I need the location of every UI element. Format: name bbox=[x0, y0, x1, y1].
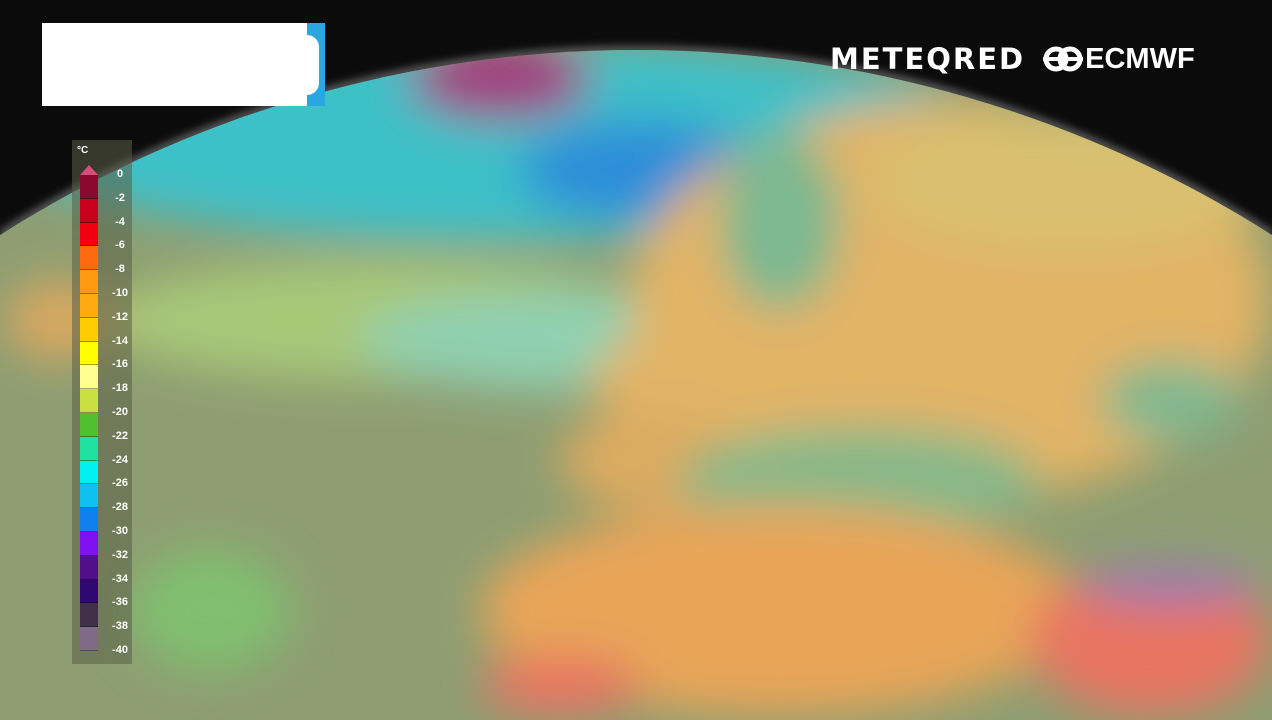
meteored-logo: METEQRED bbox=[830, 42, 1026, 76]
legend-swatch bbox=[80, 579, 98, 604]
legend-label: -34 bbox=[112, 572, 128, 585]
africa-region bbox=[480, 505, 1080, 715]
legend-label: -26 bbox=[112, 477, 128, 490]
subtropical-atlantic-region bbox=[130, 550, 290, 670]
legend-swatch bbox=[80, 365, 98, 390]
legend-label: -36 bbox=[112, 596, 128, 609]
legend-label: 0 bbox=[116, 168, 124, 180]
legend-label: -28 bbox=[112, 501, 128, 514]
ecmwf-logo-icon bbox=[1043, 46, 1084, 72]
legend-label: -8 bbox=[115, 263, 125, 276]
legend-label: -32 bbox=[112, 548, 128, 561]
legend-swatch bbox=[80, 175, 98, 199]
legend-swatch bbox=[80, 246, 98, 271]
temperature-legend: °C 0 -2 -4 -6 -8 -10 -12 -14 -16 -18 -20 -22 -24 -26 -… bbox=[72, 140, 132, 664]
scandinavia-region bbox=[720, 130, 840, 310]
title-placeholder-box bbox=[42, 23, 307, 106]
legend-label: -12 bbox=[112, 310, 128, 323]
legend-swatch bbox=[80, 341, 98, 366]
legend-label: -14 bbox=[112, 334, 128, 347]
legend-swatch bbox=[80, 508, 98, 532]
legend-swatch bbox=[80, 270, 98, 294]
legend-label: -16 bbox=[112, 358, 128, 371]
legend-label: -38 bbox=[112, 620, 128, 633]
legend-overflow-arrow bbox=[80, 165, 98, 175]
legend-label: -22 bbox=[112, 429, 128, 442]
eastern-med-region bbox=[1080, 565, 1260, 605]
legend-swatch bbox=[80, 317, 98, 342]
legend-unit: °C bbox=[77, 145, 89, 156]
legend-label: -2 bbox=[115, 191, 125, 204]
legend-label: -20 bbox=[112, 406, 128, 418]
ecmwf-logo: ECMWF bbox=[1043, 43, 1195, 76]
legend-label: -10 bbox=[112, 287, 128, 299]
legend-label: -4 bbox=[115, 215, 125, 228]
legend-swatch bbox=[80, 460, 98, 485]
title-box-accent bbox=[307, 23, 325, 106]
legend-swatch bbox=[80, 627, 98, 651]
legend-swatch bbox=[80, 293, 98, 318]
legend-label: -30 bbox=[112, 525, 128, 537]
france-region bbox=[590, 330, 810, 430]
branding: METEQRED ECMWF bbox=[830, 42, 1195, 76]
legend-color-bar bbox=[80, 175, 98, 651]
legend-swatch bbox=[80, 555, 98, 580]
legend-swatch bbox=[80, 531, 98, 556]
legend-swatch bbox=[80, 389, 98, 413]
legend-swatch bbox=[80, 484, 98, 509]
legend-swatch bbox=[80, 436, 98, 461]
legend-swatch bbox=[80, 198, 98, 223]
legend-label: -24 bbox=[112, 453, 128, 466]
legend-label: -6 bbox=[115, 239, 125, 252]
black-sea-region bbox=[1100, 360, 1240, 440]
legend-label: -40 bbox=[112, 644, 128, 656]
ecmwf-text: ECMWF bbox=[1085, 42, 1195, 75]
legend-swatch bbox=[80, 412, 98, 437]
legend-label: -18 bbox=[112, 382, 128, 395]
legend-swatch bbox=[80, 603, 98, 628]
hot-region-west bbox=[480, 655, 640, 715]
legend-swatch bbox=[80, 222, 98, 247]
